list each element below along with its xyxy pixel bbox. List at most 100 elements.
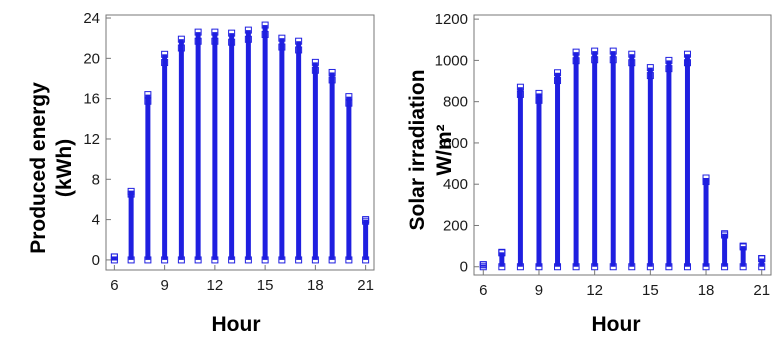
data-point: [683, 59, 691, 67]
data-point: [646, 72, 654, 80]
data-point: [278, 34, 286, 42]
data-column-h16: [666, 60, 672, 267]
data-point: [228, 38, 236, 46]
y-tick-label: 20: [83, 50, 100, 67]
data-point: [591, 47, 599, 55]
data-point: [244, 35, 252, 43]
y-tick-label: 0: [92, 252, 100, 269]
data-column-h12: [592, 51, 598, 267]
y-axis-label-line2: W/m²: [433, 124, 456, 175]
y-tick-label: 0: [460, 259, 468, 276]
y-tick-label: 200: [443, 217, 468, 234]
plot-frame: [105, 14, 375, 271]
data-column-h8: [145, 94, 151, 260]
data-point: [362, 256, 370, 264]
data-point: [345, 93, 353, 101]
data-point: [609, 56, 617, 64]
data-point: [516, 90, 524, 98]
data-column-h13: [229, 33, 235, 260]
data-point: [295, 256, 303, 264]
plot-frame: [473, 14, 772, 276]
data-point: [665, 56, 673, 64]
data-marks: [110, 21, 370, 264]
data-column-h6: [111, 256, 117, 260]
data-point: [194, 256, 202, 264]
data-point: [328, 256, 336, 264]
x-tick-label: 15: [642, 282, 659, 299]
data-column-h21: [363, 219, 369, 260]
data-column-h8: [517, 87, 523, 267]
data-point: [516, 263, 524, 271]
data-point: [177, 35, 185, 43]
data-point: [194, 37, 202, 45]
x-axis-label: Hour: [592, 313, 641, 336]
y-tick-label: 12: [83, 131, 100, 148]
data-point: [609, 47, 617, 55]
y-tick-label: 800: [443, 94, 468, 111]
x-tick-label: 21: [753, 282, 770, 299]
data-point: [572, 57, 580, 65]
x-tick-label: 12: [207, 277, 224, 294]
data-point: [261, 21, 269, 29]
data-point: [758, 263, 766, 271]
x-tick-label: 6: [110, 277, 118, 294]
data-point: [211, 256, 219, 264]
data-column-h9: [536, 93, 542, 267]
data-point: [228, 29, 236, 37]
data-point: [702, 263, 710, 271]
data-marks: [479, 47, 766, 271]
data-point: [261, 256, 269, 264]
data-point: [278, 43, 286, 51]
data-point: [498, 263, 506, 271]
data-point: [609, 263, 617, 271]
x-axis-label: Hour: [212, 313, 261, 336]
data-point: [144, 256, 152, 264]
data-point: [554, 77, 562, 85]
data-point: [646, 263, 654, 271]
data-point: [535, 89, 543, 97]
data-point: [328, 68, 336, 76]
data-point: [261, 30, 269, 38]
data-point: [345, 99, 353, 107]
data-column-h18: [312, 62, 318, 260]
data-point: [572, 263, 580, 271]
x-ticks: 6 9 12 15 18 21: [479, 270, 770, 299]
y-axis-label-line1: Produced energy: [27, 82, 50, 254]
data-point: [244, 26, 252, 34]
data-point: [362, 217, 370, 225]
y-ticks: 0 4 8 12 16 20 24: [83, 10, 111, 269]
data-point: [295, 46, 303, 54]
data-point: [311, 58, 319, 66]
data-column-h10: [178, 39, 184, 260]
y-tick-label: 8: [92, 171, 100, 188]
data-point: [110, 256, 118, 264]
data-point: [328, 76, 336, 84]
data-point: [345, 256, 353, 264]
solar-irradiation-chart: 0 200 400 600 800 1000 1200 6 9 12 15 18 21 Solar i…: [406, 11, 772, 336]
data-column-h18: [703, 178, 709, 267]
data-point: [161, 256, 169, 264]
data-column-h9: [162, 54, 168, 260]
data-column-h7: [499, 252, 505, 267]
data-point: [702, 174, 710, 182]
data-column-h7: [128, 191, 134, 260]
y-tick-label: 4: [92, 212, 100, 229]
data-point: [516, 83, 524, 91]
data-point: [535, 96, 543, 104]
y-axis-label-line2: (kWh): [53, 139, 76, 197]
data-point: [739, 243, 747, 251]
data-point: [628, 59, 636, 67]
data-point: [739, 263, 747, 271]
data-point: [591, 56, 599, 64]
data-column-h21: [759, 258, 765, 267]
data-point: [702, 178, 710, 186]
data-point: [177, 256, 185, 264]
data-point: [211, 28, 219, 36]
data-point: [721, 263, 729, 271]
data-point: [228, 256, 236, 264]
data-point: [498, 249, 506, 257]
x-tick-label: 15: [257, 277, 274, 294]
data-point: [144, 97, 152, 105]
y-tick-label: 24: [83, 10, 100, 27]
data-point: [194, 28, 202, 36]
